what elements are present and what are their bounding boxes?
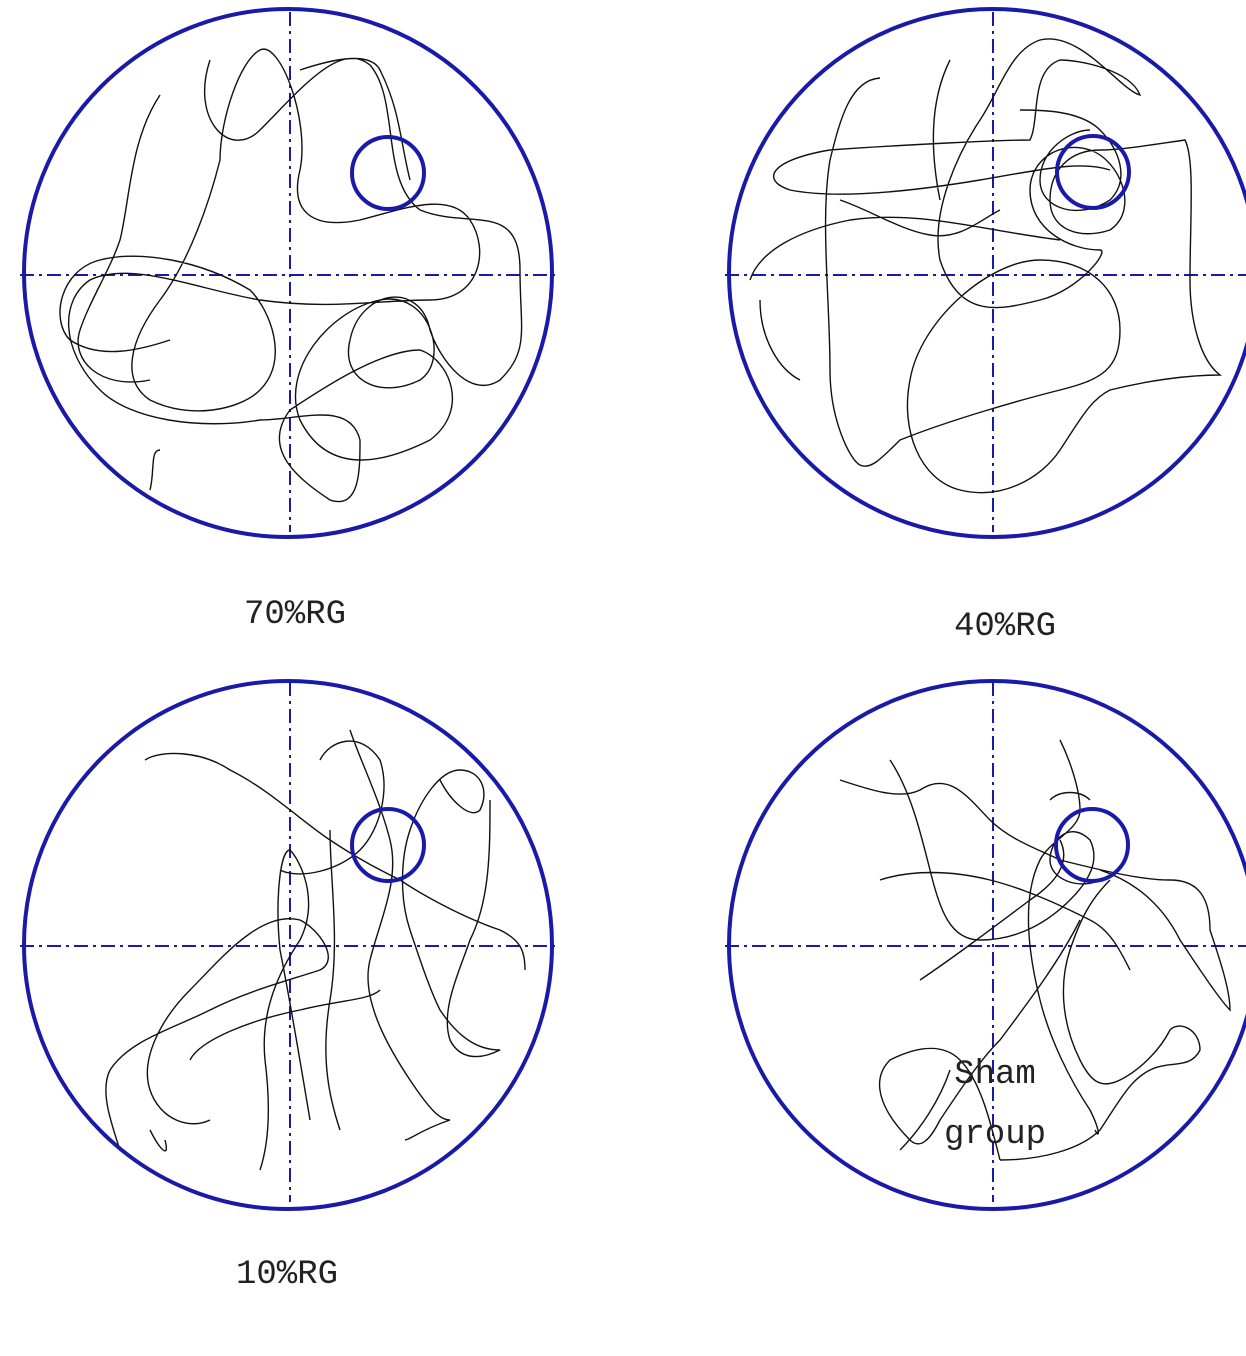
panel-label: Sham group [943, 1056, 1047, 1154]
swim-track [749, 38, 1223, 494]
platform [1055, 134, 1131, 210]
platform [350, 135, 426, 211]
pool-edge [22, 7, 554, 539]
pool-edge [727, 679, 1246, 1211]
swim-track [59, 48, 523, 503]
swim-track [105, 729, 526, 1171]
swim-track [839, 739, 1231, 1161]
pool-edge [727, 7, 1246, 539]
platform [1054, 807, 1130, 883]
pool-panel [20, 7, 556, 539]
pool-panel [725, 7, 1246, 539]
panel-label: 10%RG [235, 1256, 339, 1294]
platform [350, 807, 426, 883]
panel-label: 40%RG [953, 608, 1057, 646]
pool-panel [725, 679, 1246, 1211]
pool-panel [20, 679, 556, 1211]
panel-label: 70%RG [243, 596, 347, 634]
pool-edge [22, 679, 554, 1211]
